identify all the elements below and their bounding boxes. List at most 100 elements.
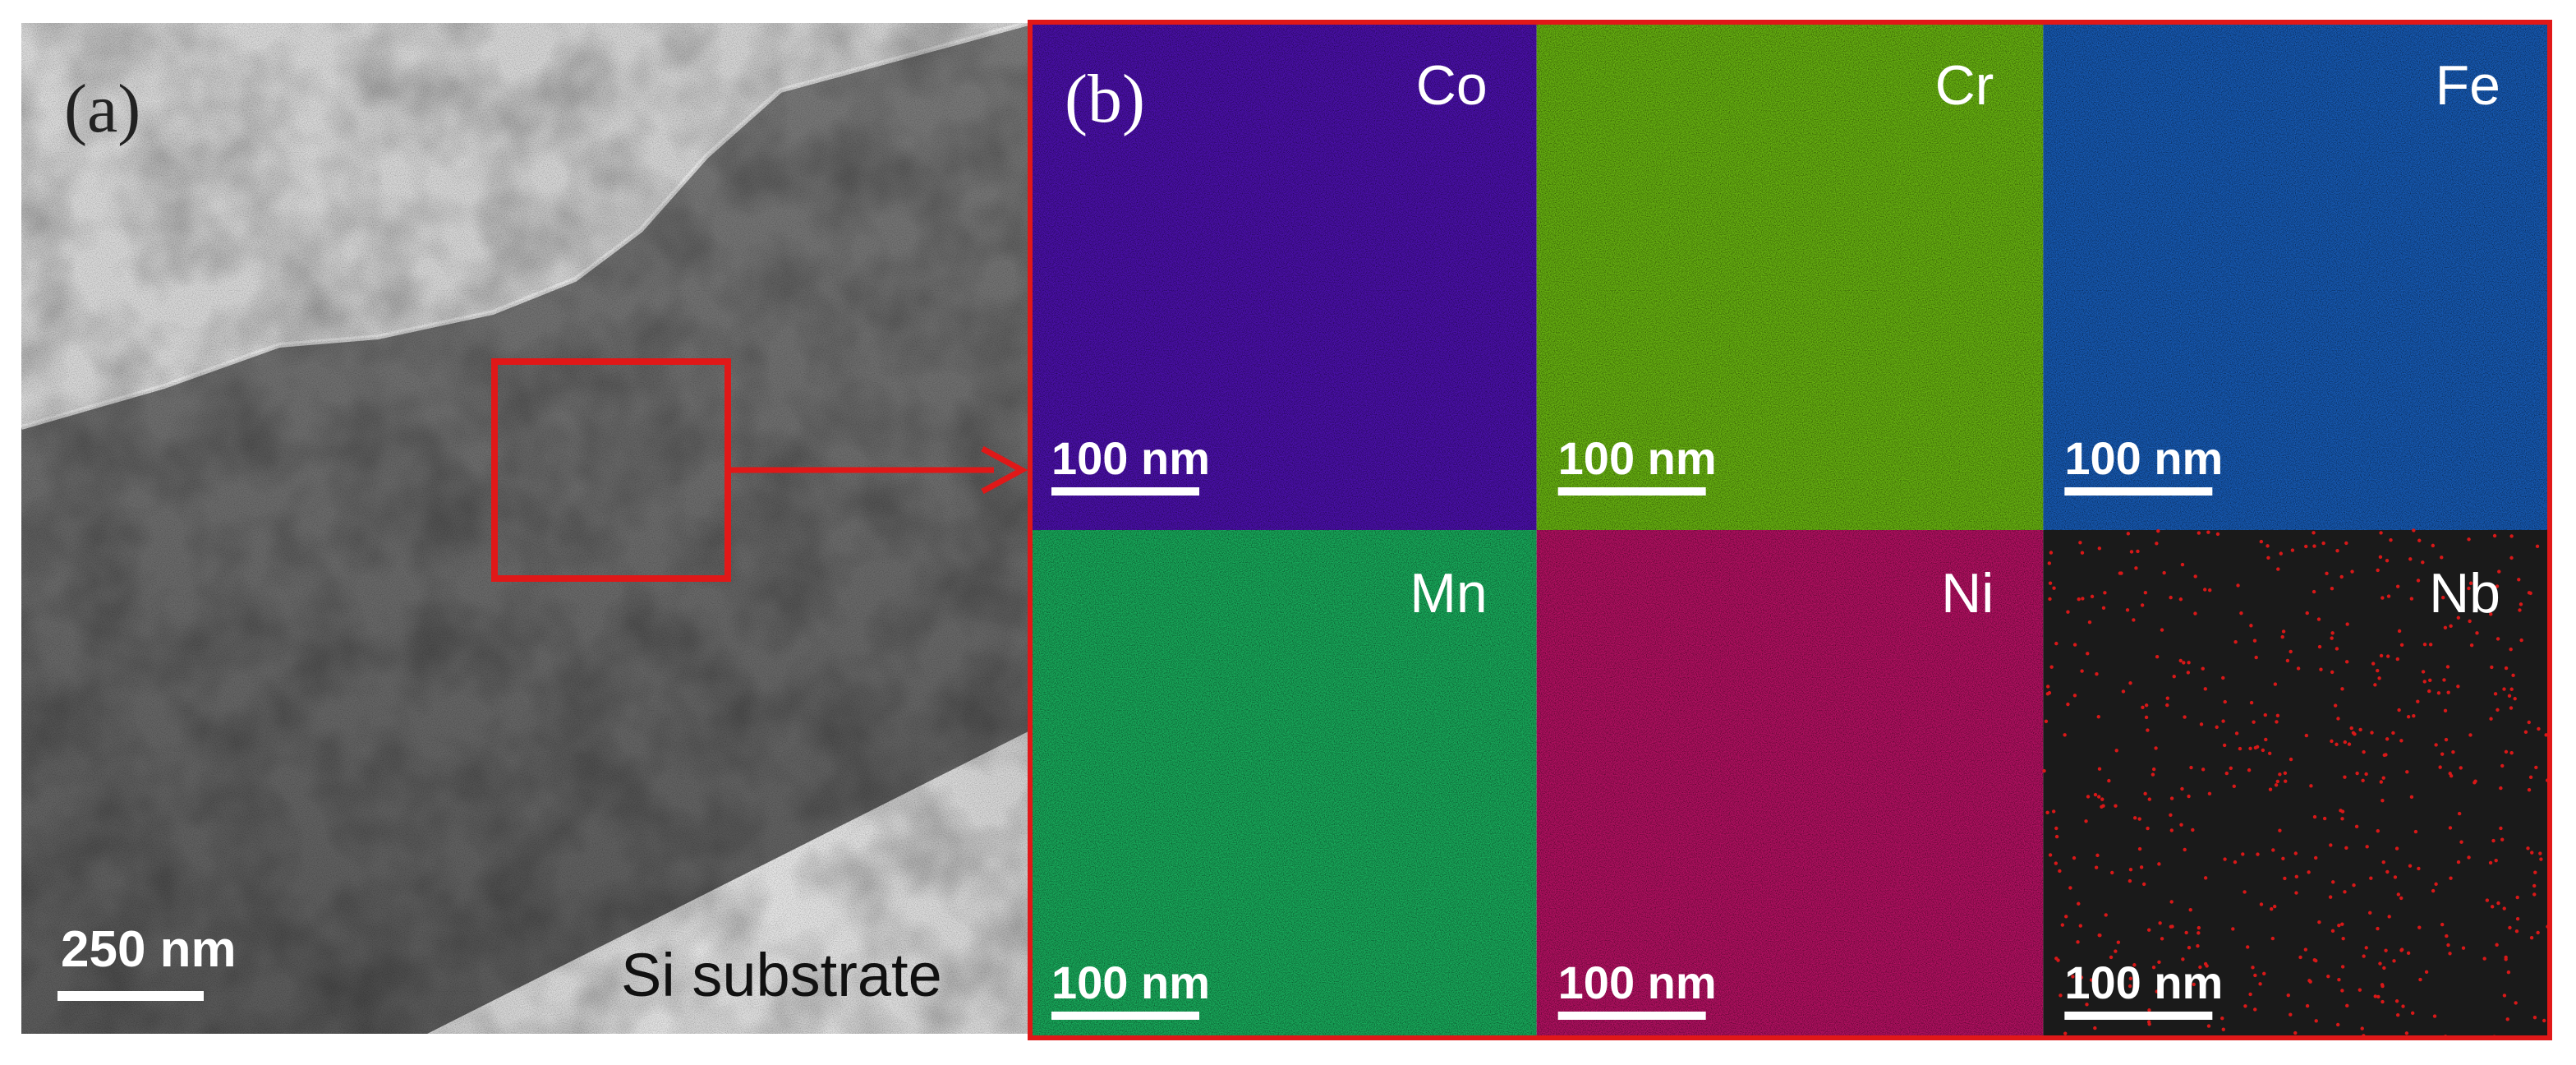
nb-dot: [2275, 713, 2280, 718]
nb-dot: [2079, 975, 2084, 980]
nb-dot: [2330, 631, 2334, 635]
nb-dot: [2312, 814, 2317, 819]
nb-dot: [2418, 977, 2422, 982]
nb-dot: [2249, 624, 2253, 628]
nb-dot: [2340, 989, 2344, 993]
nb-dot: [2187, 794, 2191, 799]
nb-dot: [2270, 936, 2275, 941]
nb-dot: [2266, 544, 2270, 548]
nb-dot: [2380, 596, 2385, 600]
nb-dot: [2506, 970, 2511, 975]
nb-dot: [2283, 876, 2287, 881]
nb-dot: [2412, 713, 2416, 718]
nb-dot: [2309, 784, 2313, 788]
nb-dot: [2100, 805, 2104, 809]
nb-dot: [2508, 925, 2512, 930]
nb-dot: [2515, 895, 2519, 900]
nb-dot: [2189, 765, 2193, 770]
nb-dot: [2248, 992, 2252, 997]
nb-dot: [2080, 669, 2084, 673]
nb-dot: [2134, 566, 2138, 570]
nb-dot: [2104, 913, 2108, 917]
nb-dot: [2523, 730, 2528, 735]
nb-dot: [2482, 957, 2486, 961]
nb-dot: [2229, 766, 2233, 770]
nb-dot: [2412, 528, 2416, 532]
nb-dot: [2272, 904, 2277, 909]
nb-dot: [2394, 999, 2399, 1003]
nb-dot: [2532, 883, 2537, 888]
nb-dot: [2509, 534, 2514, 538]
nb-dot: [2449, 876, 2453, 880]
nb-dot: [2239, 611, 2243, 615]
nb-dot: [2275, 720, 2279, 724]
nb-dot: [2441, 595, 2445, 600]
nb-dot: [2060, 923, 2065, 927]
nb-dot: [2278, 772, 2282, 777]
nb-dot: [2527, 787, 2532, 792]
nb-dot: [2494, 858, 2498, 863]
nb-dot: [2387, 915, 2391, 919]
nb-dot: [2151, 965, 2156, 970]
nb-dot: [2399, 643, 2404, 647]
nb-dot: [2101, 606, 2106, 610]
nb-dot: [2343, 890, 2347, 894]
nb-dot: [2535, 544, 2540, 549]
nb-dot: [2132, 816, 2137, 820]
nb-dot: [2334, 647, 2339, 651]
nb-dot: [2180, 786, 2184, 791]
nb-dot: [2076, 940, 2080, 944]
nb-dot: [2253, 1007, 2257, 1012]
nb-dot: [2539, 857, 2543, 861]
nb-dot: [2193, 611, 2197, 615]
nb-dot: [2444, 737, 2449, 742]
nb-dot: [2395, 584, 2400, 588]
nb-dot: [2314, 958, 2318, 963]
nb-dot: [2304, 733, 2309, 738]
nb-dot: [2116, 940, 2121, 944]
nb-dot: [2344, 660, 2349, 664]
nb-dot: [2373, 994, 2377, 998]
nb-dot: [2440, 556, 2444, 560]
nb-dot: [2147, 1008, 2151, 1012]
nb-dot: [2442, 678, 2446, 682]
nb-dot: [2404, 1031, 2409, 1035]
nb-dot: [2526, 846, 2530, 851]
nb-dot: [2533, 870, 2537, 874]
nb-dot: [2345, 1003, 2349, 1008]
nb-dot: [2336, 717, 2340, 721]
nb-dot: [2409, 597, 2414, 601]
nb-dot: [2086, 652, 2090, 656]
map-noise: [1030, 22, 1537, 530]
nb-dot: [2232, 784, 2237, 788]
nb-dot: [2449, 774, 2454, 778]
nb-dot: [2047, 690, 2052, 695]
nb-dot: [2514, 929, 2519, 934]
nb-dot: [2352, 883, 2356, 888]
nb-dot: [2196, 943, 2200, 948]
element-label: Nb: [2429, 562, 2500, 625]
nb-dot: [2066, 610, 2070, 614]
map-noise: [1030, 530, 1537, 1038]
nb-dot: [2321, 541, 2325, 546]
nb-dot: [2048, 853, 2053, 857]
nb-dot: [2077, 597, 2081, 602]
eds-map-cr: Cr 100 nm: [1536, 22, 2044, 530]
nb-dot: [2263, 712, 2267, 717]
nb-dot: [2391, 731, 2395, 735]
nb-dot: [2141, 705, 2145, 710]
nb-dot: [2509, 751, 2514, 755]
nb-dot: [2518, 602, 2523, 606]
nb-dot: [2399, 947, 2404, 952]
nb-dot: [2307, 870, 2311, 874]
eds-map-mn: Mn 100 nm: [1030, 530, 1537, 1038]
nb-dot: [2394, 846, 2399, 851]
si-substrate-label: Si substrate: [621, 941, 942, 1009]
nb-dot: [2157, 862, 2161, 866]
nb-dot: [2259, 539, 2264, 544]
nb-dot: [2294, 891, 2298, 895]
nb-dot: [2233, 640, 2238, 644]
nb-dot: [2147, 797, 2152, 801]
element-label: Co: [1416, 54, 1488, 117]
nb-dot: [2223, 699, 2227, 704]
